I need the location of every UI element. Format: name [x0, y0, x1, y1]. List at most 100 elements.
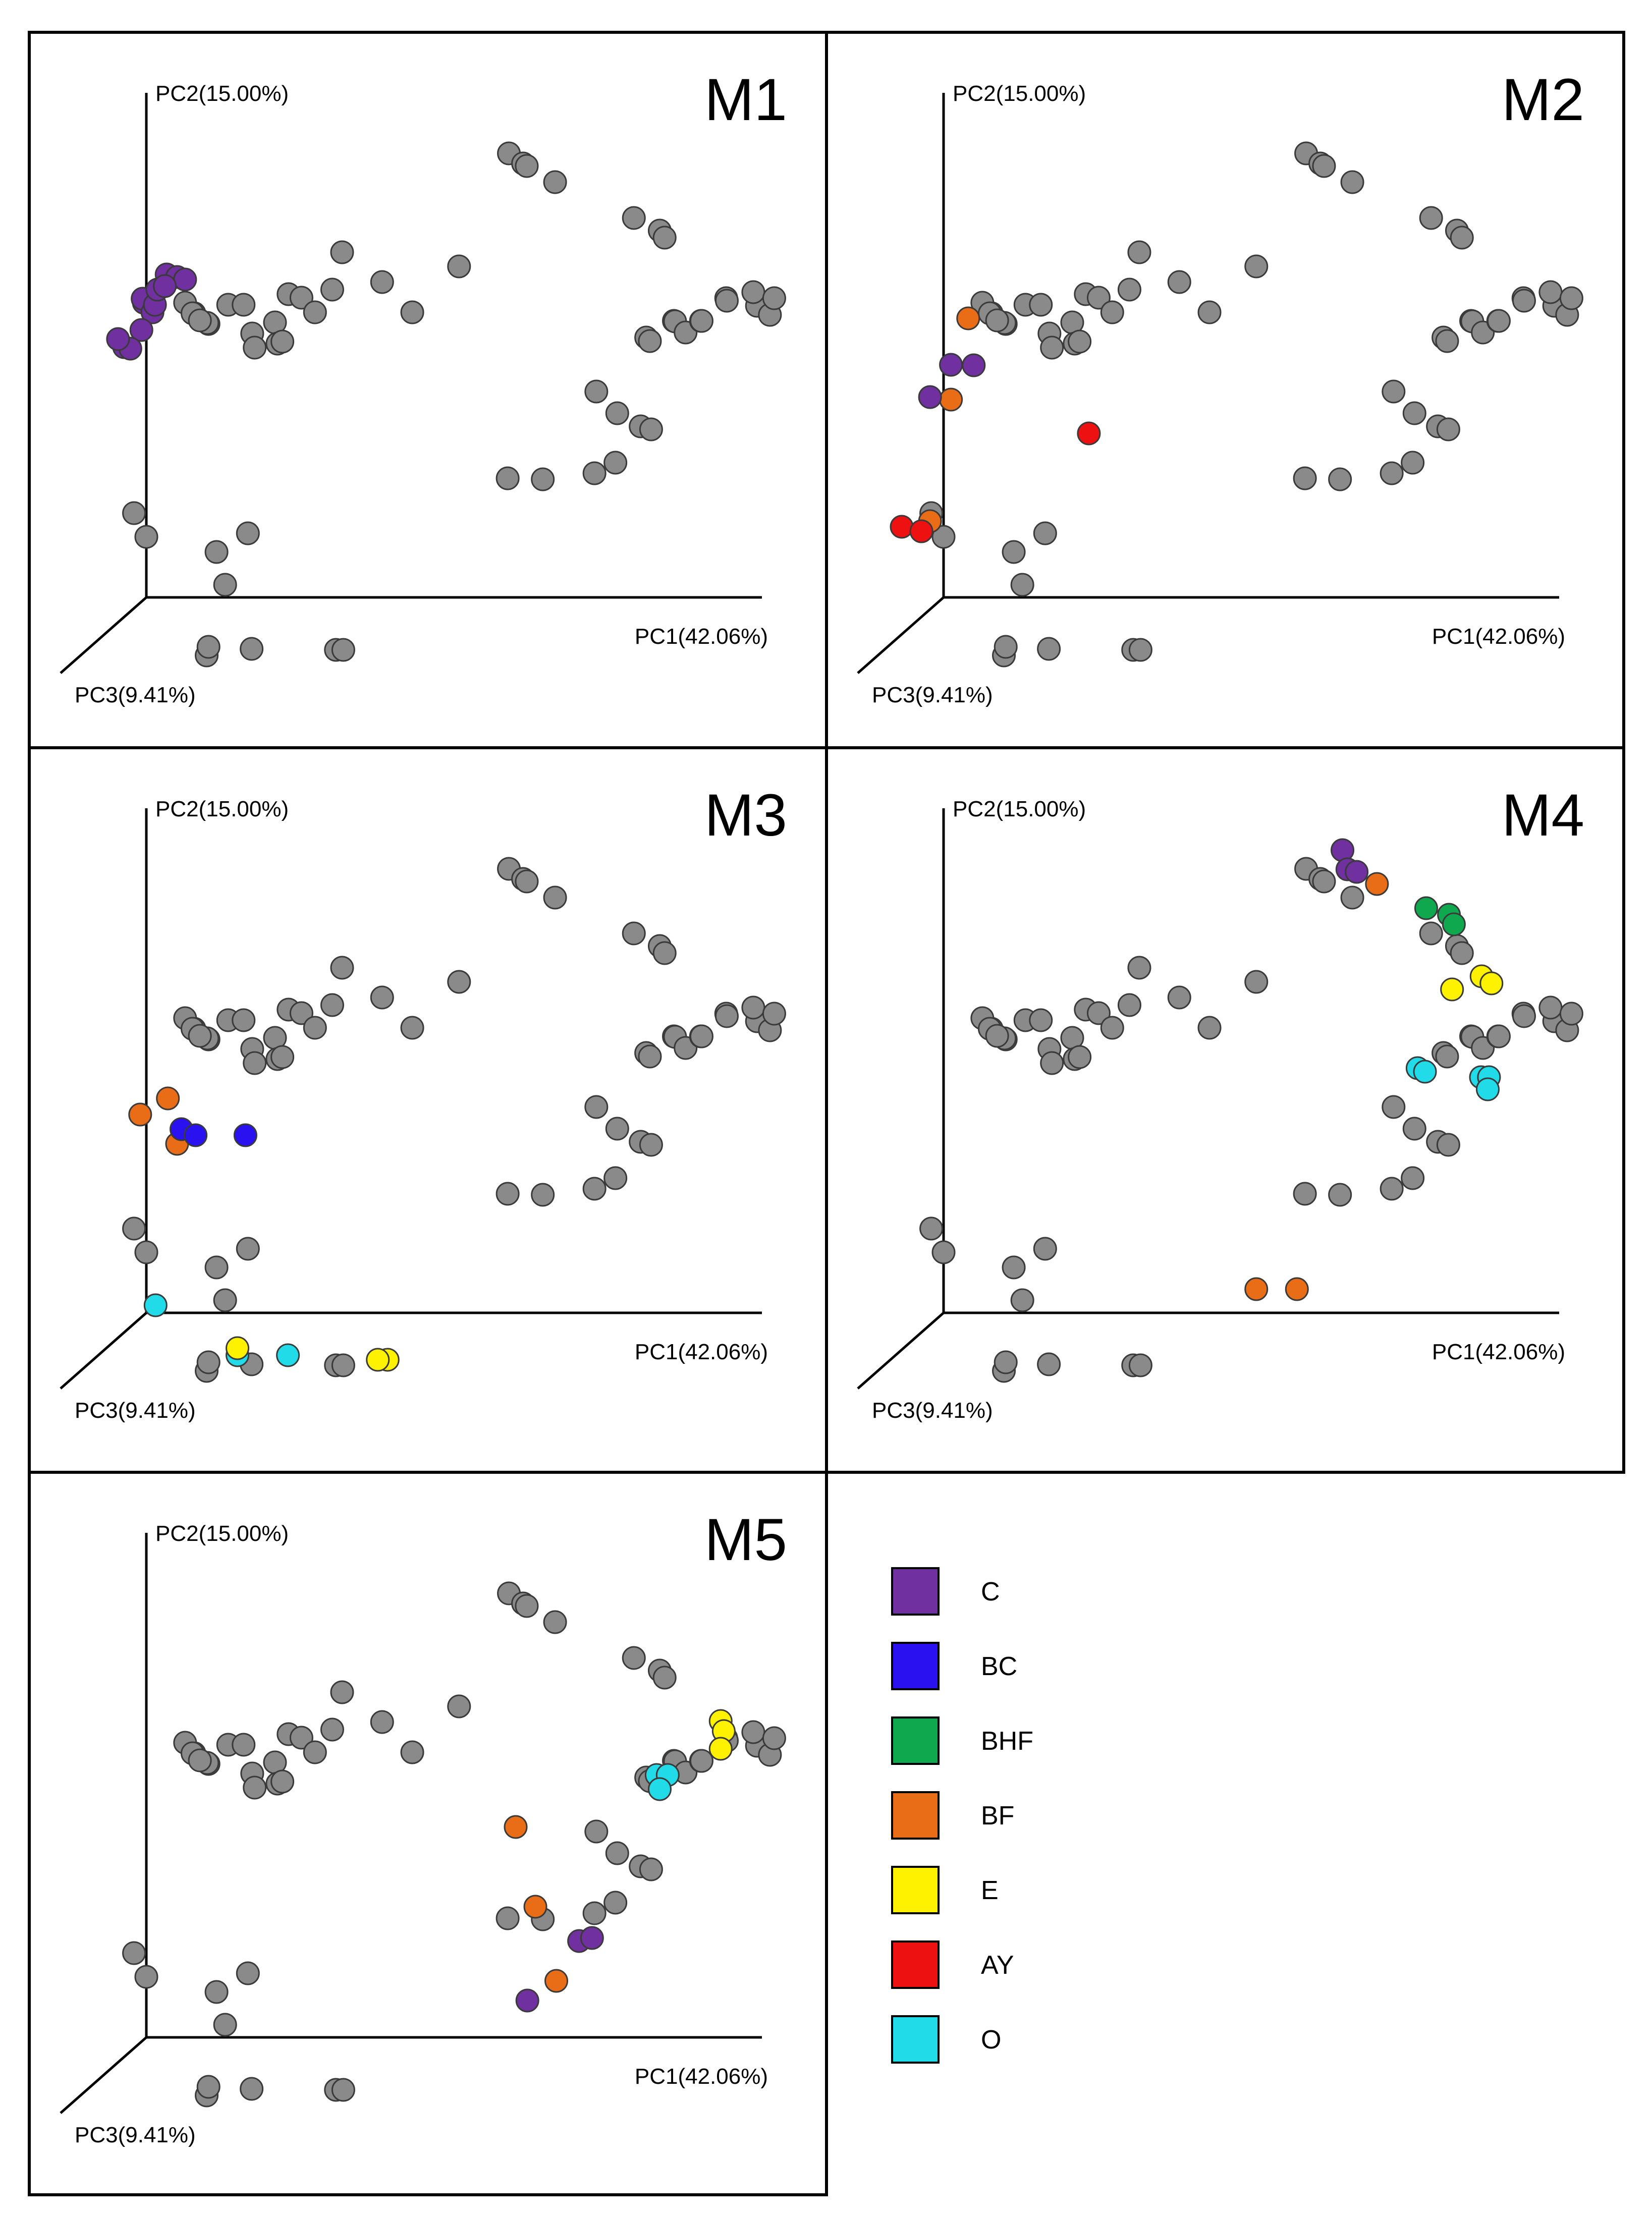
sample-point: [622, 206, 646, 230]
sample-point: [447, 970, 471, 994]
sample-point: [289, 286, 313, 310]
sample-point: [543, 170, 567, 194]
sample-point: [1167, 985, 1191, 1010]
sample-point: [762, 1726, 786, 1750]
sample-point: [741, 280, 765, 304]
sample-point: [134, 525, 158, 549]
pc3-axis-line: [60, 596, 147, 674]
point-bf: [1285, 1277, 1309, 1301]
sample-point: [1401, 1166, 1425, 1190]
sample-point: [1293, 1182, 1317, 1206]
sample-point: [236, 521, 260, 545]
sample-point: [1312, 154, 1336, 178]
panel-title: M5: [704, 1507, 787, 1573]
sample-point: [331, 2078, 355, 2102]
sample-point: [1010, 573, 1034, 597]
sample-point: [240, 637, 264, 661]
point-o: [647, 1777, 672, 1801]
sample-point: [303, 300, 327, 324]
sample-point: [213, 573, 237, 597]
point-c: [1345, 860, 1369, 884]
sample-point: [638, 1044, 662, 1069]
sample-point: [1100, 300, 1124, 324]
sample-point: [1002, 1255, 1026, 1280]
sample-point: [1033, 521, 1057, 545]
legend-swatch-bc: [891, 1642, 940, 1690]
legend-label-ay: AY: [981, 1951, 1014, 1980]
sample-point: [919, 1216, 944, 1241]
sample-point: [370, 270, 394, 294]
sample-point: [1402, 401, 1426, 425]
sample-point: [931, 525, 956, 549]
sample-point: [605, 1117, 629, 1141]
panel-title: M4: [1502, 782, 1584, 849]
sample-point: [243, 336, 267, 360]
sample-point: [1486, 1024, 1511, 1048]
sample-point: [515, 154, 539, 178]
pc2-axis-label: PC2(15.00%): [953, 81, 1086, 106]
sample-point: [1002, 540, 1026, 564]
point-c: [173, 267, 197, 292]
sample-point: [582, 461, 607, 485]
sample-point: [1312, 869, 1336, 894]
sample-point: [603, 1891, 628, 1915]
sample-point: [1086, 1001, 1111, 1025]
point-bf: [1244, 1277, 1269, 1301]
legend-label-bhf: BHF: [981, 1727, 1033, 1756]
point-bf: [956, 306, 980, 330]
sample-point: [204, 1255, 229, 1280]
point-c: [515, 1988, 539, 2013]
point-o: [1475, 1077, 1500, 1101]
sample-point: [320, 278, 344, 302]
sample-point: [1244, 254, 1269, 279]
sample-point: [1128, 638, 1152, 662]
pc3-axis-label: PC3(9.41%): [872, 683, 993, 707]
sample-point: [232, 1733, 256, 1757]
pc3-axis-line: [60, 1312, 147, 1390]
sample-point: [331, 638, 355, 662]
sample-point: [1128, 1353, 1152, 1377]
sample-point: [741, 1720, 765, 1744]
sample-point: [1127, 956, 1151, 980]
sample-point: [289, 1726, 313, 1750]
point-bc: [233, 1123, 257, 1147]
sample-point: [639, 1133, 663, 1157]
sample-point: [400, 1016, 424, 1040]
sample-point: [495, 466, 520, 490]
point-c: [918, 385, 942, 409]
sample-point: [1512, 289, 1536, 313]
sample-point: [1419, 206, 1443, 230]
legend-swatch-ay: [891, 1940, 940, 1989]
sample-point: [447, 254, 471, 279]
point-e: [366, 1348, 390, 1372]
sample-point: [1127, 240, 1151, 264]
point-bf: [544, 1969, 569, 1993]
sample-point: [1450, 941, 1474, 965]
sample-point: [331, 1353, 355, 1377]
sample-point: [122, 501, 146, 525]
sample-point: [1402, 1117, 1426, 1141]
pc1-axis-label: PC1(42.06%): [635, 2064, 768, 2089]
point-e: [226, 1336, 250, 1360]
sample-point: [270, 1769, 295, 1794]
legend-swatch-o: [891, 2015, 940, 2064]
sample-point: [1380, 461, 1404, 485]
sample-point: [400, 300, 424, 324]
legend-swatch-e: [891, 1866, 940, 1914]
point-bf: [1365, 872, 1389, 896]
sample-point: [1435, 329, 1459, 353]
sample-point: [232, 1008, 256, 1032]
sample-point: [605, 401, 629, 425]
pc3-axis-label: PC3(9.41%): [75, 683, 196, 707]
sample-point: [289, 1001, 313, 1025]
point-o: [276, 1343, 300, 1367]
sample-point: [582, 1177, 607, 1201]
sample-point: [1328, 1183, 1352, 1207]
sample-point: [1197, 300, 1222, 324]
legend-label-o: O: [981, 2025, 1001, 2055]
sample-point: [1512, 1004, 1536, 1028]
sample-point: [1167, 270, 1191, 294]
legend-label-c: C: [981, 1577, 1000, 1606]
panel-frame: [28, 1471, 828, 2196]
